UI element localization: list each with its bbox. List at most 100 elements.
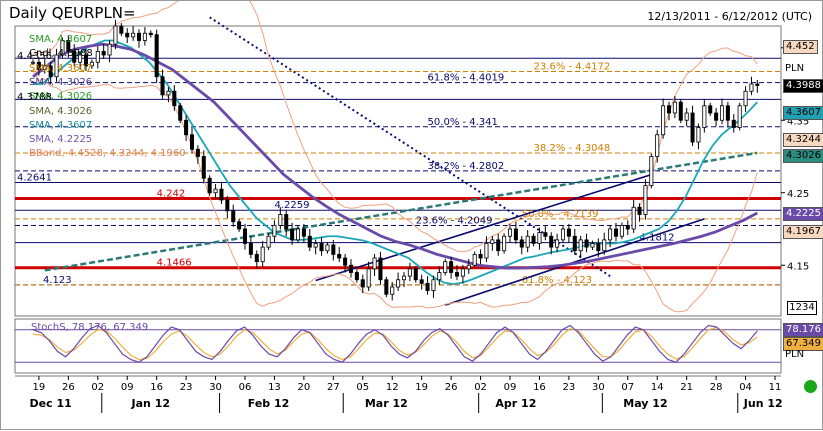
axes: 4.35 4.25 4.15 19 26 02 09 16 23 30 06 13 20 27 05 12 19… — [30, 47, 809, 413]
candle-body — [372, 257, 377, 270]
candle-body — [325, 244, 330, 252]
candle-body — [30, 61, 36, 64]
candle-body — [590, 243, 595, 248]
level-label: 61.8% - 4.123 — [522, 275, 592, 286]
candle-body — [490, 239, 495, 244]
chart-title: Daily QEURPLN= — [9, 4, 136, 22]
legend-entry[interactable]: SMA, 4.2225 — [29, 134, 93, 146]
price-pill: 4.3988 — [783, 78, 823, 93]
candle-body — [519, 239, 524, 248]
legend-entry[interactable]: SMA, 4.3607 — [29, 62, 93, 74]
osc-label: StochS, 78.176, 67.349 — [31, 322, 148, 333]
candle-body — [608, 228, 613, 241]
candle-body — [466, 264, 471, 270]
candle-body — [478, 253, 483, 259]
candle-body — [425, 282, 430, 292]
candle-body — [131, 32, 136, 38]
candle-body — [42, 65, 47, 70]
candle-body — [89, 61, 94, 67]
candle-body — [154, 34, 159, 78]
candle-body — [755, 83, 760, 86]
price-unit: PLN — [785, 63, 805, 74]
candle-body — [737, 105, 742, 128]
x-tick-label: 21 — [680, 382, 693, 393]
candle-body — [431, 279, 436, 292]
candle-body — [213, 188, 218, 194]
candle-body — [613, 228, 619, 237]
x-tick-label: 02 — [474, 382, 487, 393]
legend-entry[interactable]: SMA, 4.3607 — [29, 34, 93, 45]
stochastic-panel: StochS, 78.176, 67.349 — [15, 322, 781, 363]
candle-body — [714, 112, 719, 121]
level-label: 38.2% - 4.3048 — [534, 143, 611, 154]
x-tick-label: 28 — [710, 382, 723, 393]
x-tick-label: 27 — [327, 382, 340, 393]
candle-body — [443, 261, 448, 273]
candle-body — [572, 235, 577, 252]
x-tick-label: 19 — [33, 382, 46, 393]
y-tick-label: 4.35 — [787, 116, 809, 127]
candle-body — [78, 54, 83, 63]
legend-entry[interactable]: SMA, 4.3026 — [29, 105, 93, 117]
candle-body — [749, 83, 754, 92]
candle-body — [549, 235, 554, 248]
legend-entry[interactable]: SMA, 4.3026 — [29, 91, 93, 103]
candle-body — [178, 105, 183, 121]
legend-entry[interactable]: Cndl, 4.3988 — [29, 48, 93, 60]
left-price-label: 4.3788 — [17, 92, 52, 104]
legend-entry[interactable]: BBand, 4.4528, 4.3244, 4.1960 — [29, 148, 186, 160]
stoch-k-line — [32, 324, 758, 363]
price-pill: 4.3244 — [783, 132, 823, 147]
candle-body — [666, 105, 672, 114]
candle-body — [584, 239, 589, 248]
candle-body — [684, 112, 689, 121]
level-label: 61.8% - 4.4019 — [428, 73, 505, 84]
candle-body — [101, 50, 106, 56]
candle-body — [743, 90, 748, 107]
candle-body — [696, 127, 701, 143]
candle-body — [484, 243, 489, 259]
osc-unit: PLN — [785, 349, 805, 360]
candle-body — [555, 239, 560, 248]
x-tick-label: 26 — [62, 382, 75, 393]
candle-body — [119, 25, 124, 34]
candle-body — [301, 228, 306, 237]
sma-teal-line — [33, 39, 758, 286]
candle-body — [284, 214, 289, 230]
y-tick-label: 4.15 — [787, 261, 809, 272]
x-tick-label: 16 — [150, 382, 163, 393]
candle-body — [537, 232, 542, 244]
price-pill: 4.2225 — [783, 206, 823, 221]
scale-box[interactable]: 1234 — [787, 301, 817, 315]
level-label: 4.2641 — [17, 173, 52, 184]
legend-entry[interactable]: SMA, 4.3607 — [29, 119, 93, 131]
candle-body — [672, 101, 677, 114]
x-tick-label: 12 — [386, 382, 399, 393]
status-dot-icon[interactable] — [804, 380, 817, 393]
candle-body — [348, 264, 354, 273]
horizontal-levels: 23.6% - 4.4172 61.8% - 4.4019 50.0% - 4.34… — [15, 57, 781, 286]
candle-body — [48, 65, 53, 78]
price-pill: 4.452 — [783, 40, 818, 55]
candle-body — [242, 228, 248, 244]
level-label: 4.242 — [157, 189, 186, 200]
candle-body — [95, 50, 100, 63]
trendline — [315, 173, 652, 282]
month-label: May 12 — [623, 397, 667, 410]
candle-body — [254, 253, 259, 263]
candle-body — [148, 32, 153, 36]
candle-body — [201, 156, 206, 179]
left-price-label: 4.4356 — [17, 51, 52, 63]
candle-body — [313, 243, 318, 248]
x-tick-label: 23 — [563, 382, 576, 393]
level-label: 4.1812 — [640, 233, 675, 244]
candle-body — [619, 224, 624, 237]
candle-body — [160, 76, 165, 96]
candle-body — [419, 279, 424, 284]
x-tick-label: 11 — [769, 382, 782, 393]
candle-body — [248, 243, 253, 255]
candle-body — [266, 235, 271, 248]
candle-body — [142, 32, 147, 41]
legend-entry[interactable]: SMA, 4.3026 — [29, 76, 93, 88]
moving-averages — [32, 39, 758, 286]
